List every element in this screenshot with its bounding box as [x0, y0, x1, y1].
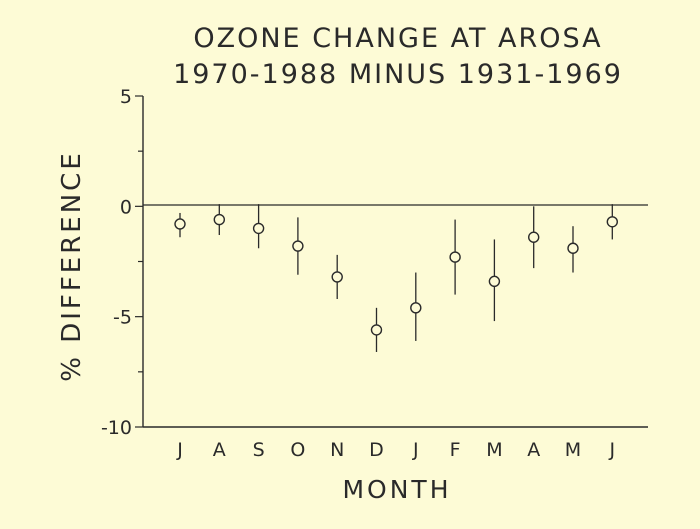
data-point — [567, 242, 579, 254]
data-point — [174, 218, 186, 230]
x-tick-label: M — [486, 439, 502, 461]
data-point — [606, 216, 618, 228]
data-point — [292, 240, 304, 252]
data-point — [410, 302, 422, 314]
x-tick-label: M — [565, 439, 581, 461]
x-tick-label: S — [253, 439, 265, 461]
data-point — [370, 324, 383, 336]
x-tick-label: J — [176, 439, 183, 461]
x-tick-label: O — [290, 439, 305, 461]
x-axis-label: MONTH — [342, 475, 451, 504]
data-point — [528, 231, 540, 243]
x-tick-label: N — [330, 439, 344, 461]
y-tick-label: -10 — [101, 417, 132, 439]
x-tick-label: J — [608, 439, 615, 461]
x-tick-label: D — [369, 439, 384, 461]
x-tick-label: F — [450, 439, 461, 461]
y-axis-label: % DIFFERENCE — [57, 150, 87, 382]
x-tick-label: A — [213, 439, 226, 461]
y-tick-label: 0 — [120, 196, 132, 218]
y-tick-label: 5 — [120, 86, 132, 108]
chart-subtitle: 1970-1988 MINUS 1931-1969 — [173, 59, 623, 90]
data-point — [213, 213, 226, 226]
y-tick-label: -5 — [113, 307, 132, 329]
x-tick-label: A — [527, 439, 540, 461]
data-point — [252, 222, 265, 235]
data-point — [449, 251, 461, 263]
chart-title: OZONE CHANGE AT AROSA — [193, 23, 602, 54]
data-point — [331, 271, 343, 283]
data-point — [488, 275, 501, 288]
x-tick-label: J — [412, 439, 419, 461]
